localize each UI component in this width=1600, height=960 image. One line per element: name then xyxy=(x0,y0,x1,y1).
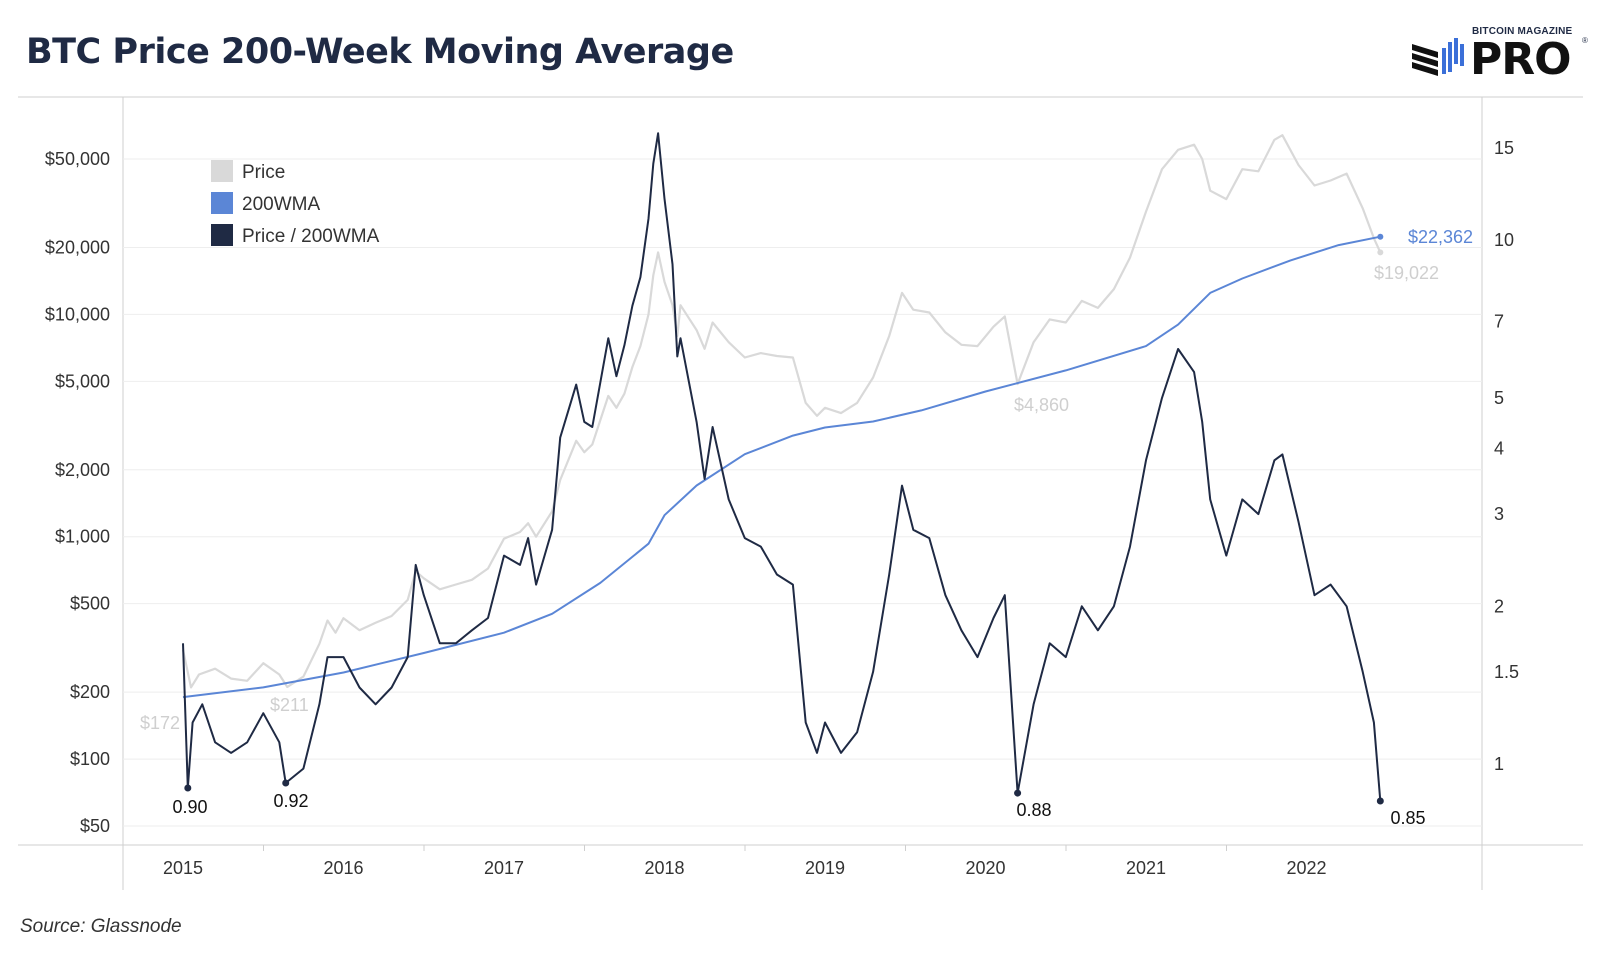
y-right-tick-label: 15 xyxy=(1494,138,1514,158)
ratio-low-label: 0.92 xyxy=(273,791,308,811)
ratio-low-label: 0.85 xyxy=(1390,808,1425,828)
y-left-tick-label: $2,000 xyxy=(55,460,110,480)
wma-end-marker xyxy=(1377,233,1384,240)
price-annotation: $172 xyxy=(140,713,180,733)
x-axis: 2015 2016 2017 2018 2019 2020 2021 2022 xyxy=(163,845,1327,878)
y-left-tick-label: $10,000 xyxy=(45,304,110,324)
y-left-tick-label: $20,000 xyxy=(45,237,110,257)
y-right-tick-label: 5 xyxy=(1494,388,1504,408)
ratio-low-label: 0.88 xyxy=(1016,800,1051,820)
x-tick-label: 2022 xyxy=(1286,858,1326,878)
y-right-tick-label: 4 xyxy=(1494,439,1504,459)
x-tick-label: 2019 xyxy=(805,858,845,878)
x-tick-label: 2016 xyxy=(323,858,363,878)
wma-annotation: $22,362 xyxy=(1408,227,1473,247)
x-tick-label: 2018 xyxy=(644,858,684,878)
legend-price-label: Price xyxy=(242,162,285,183)
legend: Price 200WMA Price / 200WMA xyxy=(211,160,380,247)
legend-ratio-label: Price / 200WMA xyxy=(242,226,380,247)
legend-200wma-swatch xyxy=(211,192,233,214)
y-right-tick-label: 1.5 xyxy=(1494,662,1519,682)
price-annotation: $19,022 xyxy=(1374,263,1439,283)
y-right-tick-label: 10 xyxy=(1494,230,1514,250)
ratio-low-marker xyxy=(184,784,192,792)
x-tick-label: 2017 xyxy=(484,858,524,878)
series-line-price-200wma xyxy=(182,132,1382,802)
x-tick-label: 2021 xyxy=(1126,858,1166,878)
y-right-tick-label: 2 xyxy=(1494,596,1504,616)
series-group xyxy=(181,132,1382,802)
y-left-tick-label: $50,000 xyxy=(45,149,110,169)
logo-small-text: BITCOIN MAGAZINE xyxy=(1472,26,1573,37)
chart-title: BTC Price 200-Week Moving Average xyxy=(26,32,734,72)
ratio-low-label: 0.90 xyxy=(172,797,207,817)
frame xyxy=(18,96,1583,890)
y-right-tick-label: 1 xyxy=(1494,754,1504,774)
y-right-tick-label: 7 xyxy=(1494,311,1504,331)
x-tick-label: 2015 xyxy=(163,858,203,878)
logo-big-text: PRO xyxy=(1470,34,1572,85)
price-annotation: $211 xyxy=(270,695,309,715)
gridlines xyxy=(123,158,1482,827)
price-annotation: $4,860 xyxy=(1014,395,1069,415)
x-tick-label: 2020 xyxy=(965,858,1005,878)
y-right-tick-label: 3 xyxy=(1494,504,1504,524)
price-end-marker xyxy=(1377,249,1384,256)
legend-ratio-swatch xyxy=(211,224,233,246)
y-axis-right: 15 10 7 5 4 3 2 1.5 1 xyxy=(1494,138,1519,774)
series-line-price xyxy=(181,134,1382,689)
y-left-tick-label: $50 xyxy=(80,816,110,836)
logo-mark-icon xyxy=(1412,38,1464,76)
y-left-tick-label: $1,000 xyxy=(55,527,110,547)
source-note: Source: Glassnode xyxy=(20,916,182,937)
bitcoin-magazine-pro-logo: BITCOIN MAGAZINE PRO ® xyxy=(1412,26,1588,85)
y-axis-left: $50,000 $20,000 $10,000 $5,000 $2,000 $1,000 $… xyxy=(45,149,110,836)
y-left-tick-label: $100 xyxy=(70,749,110,769)
ratio-low-marker xyxy=(282,779,290,787)
legend-price-swatch xyxy=(211,160,233,182)
ratio-low-marker xyxy=(1014,789,1022,797)
y-left-tick-label: $500 xyxy=(70,594,110,614)
logo-registered-mark: ® xyxy=(1582,36,1588,45)
legend-200wma-label: 200WMA xyxy=(242,194,320,215)
series-line-200wma xyxy=(182,235,1381,699)
annotations: $172 $211 $4,860 $19,022 $22,362 0.90 0.92 0.88… xyxy=(140,227,1473,828)
y-left-tick-label: $5,000 xyxy=(55,371,110,391)
ratio-low-marker xyxy=(1376,797,1384,805)
y-left-tick-label: $200 xyxy=(70,682,110,702)
